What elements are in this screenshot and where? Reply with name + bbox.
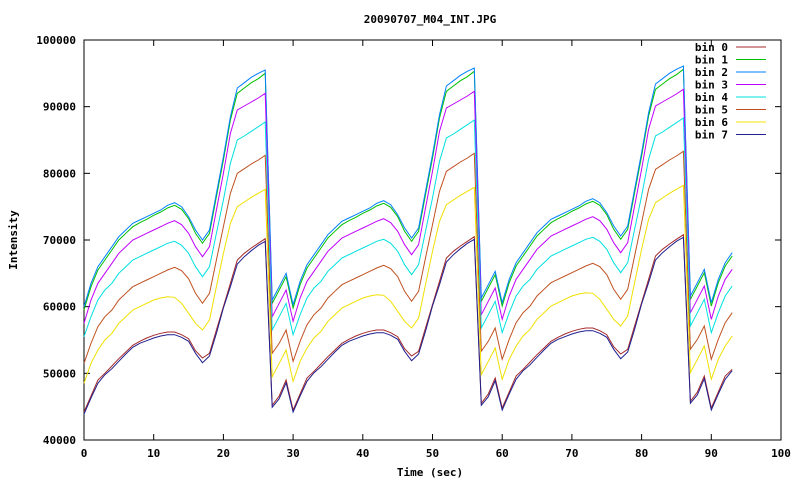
- legend-label: bin 6: [695, 116, 728, 129]
- series-line-bin-3: [83, 88, 733, 324]
- series-layer: [83, 65, 733, 415]
- series-line-bin-0: [83, 233, 733, 413]
- x-tick-label: 60: [496, 447, 509, 460]
- legend-label: bin 3: [695, 79, 728, 92]
- series-line-bin-4: [83, 117, 733, 337]
- legend-label: bin 2: [695, 66, 728, 79]
- series-line-bin-1: [83, 68, 733, 311]
- legend-label: bin 7: [695, 129, 728, 142]
- y-tick-label: 70000: [43, 234, 76, 247]
- x-tick-label: 70: [565, 447, 578, 460]
- y-tick-label: 80000: [43, 167, 76, 180]
- x-tick-label: 40: [356, 447, 369, 460]
- axis-ticks: 0 10 20 30 40 50 60 70 80 90 100 40000 50000 60000 700…: [36, 34, 791, 460]
- series-line-bin-7: [83, 236, 733, 415]
- x-tick-label: 100: [771, 447, 791, 460]
- x-tick-label: 10: [147, 447, 160, 460]
- y-tick-label: 90000: [43, 101, 76, 114]
- x-tick-label: 90: [705, 447, 718, 460]
- legend-label: bin 5: [695, 104, 728, 117]
- y-axis-label: Intensity: [7, 210, 20, 270]
- chart-title: 20090707_M04_INT.JPG: [364, 13, 497, 26]
- series-line-bin-5: [83, 150, 733, 364]
- legend-label: bin 0: [695, 41, 728, 54]
- legend-label: bin 1: [695, 54, 728, 67]
- series-line-bin-2: [83, 65, 733, 307]
- y-tick-label: 100000: [36, 34, 76, 47]
- x-tick-label: 0: [81, 447, 88, 460]
- legend-label: bin 4: [695, 91, 728, 104]
- x-tick-label: 30: [286, 447, 299, 460]
- plot-frame: [83, 39, 782, 441]
- x-axis-label: Time (sec): [397, 466, 463, 479]
- x-tick-label: 50: [426, 447, 439, 460]
- y-tick-label: 40000: [43, 434, 76, 447]
- x-tick-label: 20: [217, 447, 230, 460]
- x-tick-label: 80: [635, 447, 648, 460]
- series-line-bin-6: [83, 184, 733, 384]
- y-tick-label: 60000: [43, 301, 76, 314]
- y-tick-label: 50000: [43, 367, 76, 380]
